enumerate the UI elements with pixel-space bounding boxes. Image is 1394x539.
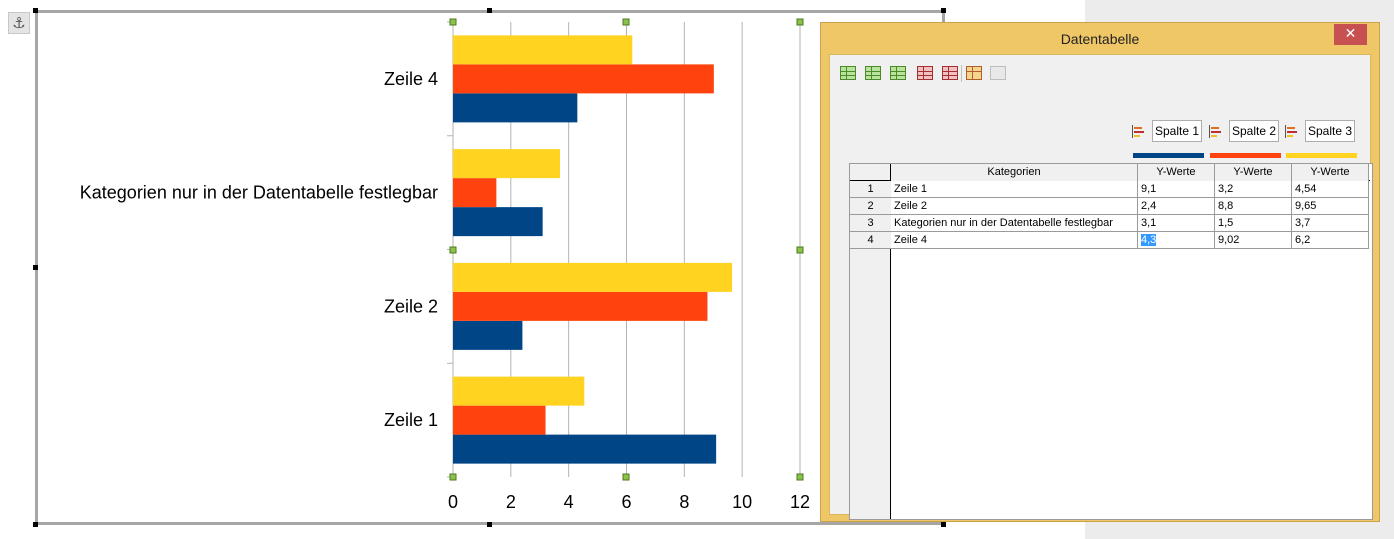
bar-1-2 <box>453 320 523 350</box>
bar-3-2 <box>453 262 733 292</box>
column-header[interactable]: Kategorien <box>891 164 1138 181</box>
plot-area-handle[interactable] <box>449 18 457 26</box>
value-cell[interactable]: 4,3 <box>1138 232 1215 249</box>
move-row-down-icon[interactable] <box>990 66 1006 80</box>
delete-series-icon[interactable] <box>942 66 958 80</box>
value-cell[interactable]: 9,65 <box>1292 198 1369 215</box>
data-table-dialog: Datentabelle ✕ Spalte 1 Spalte 2 Spalte 3 … <box>820 22 1380 522</box>
value-cell[interactable]: 6,2 <box>1292 232 1369 249</box>
series-color-bar <box>1133 153 1204 158</box>
row-number[interactable]: 2 <box>850 198 891 215</box>
category-cell[interactable]: Zeile 2 <box>891 198 1138 215</box>
series-color-bar <box>1210 153 1281 158</box>
category-cell[interactable]: Zeile 4 <box>891 232 1138 249</box>
bar-1-3 <box>453 207 543 237</box>
plot-area-handle[interactable] <box>622 18 630 26</box>
x-tick-label: 6 <box>621 492 631 512</box>
category-label: Zeile 2 <box>384 296 438 316</box>
value-cell[interactable]: 1,5 <box>1215 215 1292 232</box>
selection-handle-bm[interactable] <box>487 522 492 527</box>
bar-2-1 <box>453 405 546 435</box>
value-cell[interactable]: 9,1 <box>1138 181 1215 198</box>
bar-2-3 <box>453 178 497 208</box>
selection-handle-ml[interactable] <box>33 265 38 270</box>
selection-handle-bl[interactable] <box>33 522 38 527</box>
value-cell[interactable]: 3,7 <box>1292 215 1369 232</box>
plot-area-handle[interactable] <box>796 473 804 481</box>
dialog-body: Spalte 1 Spalte 2 Spalte 3 Kategorien Y-Wer… <box>829 54 1373 520</box>
x-tick-label: 8 <box>679 492 689 512</box>
series-name-field[interactable]: Spalte 3 <box>1305 120 1355 142</box>
plot-area-handle[interactable] <box>449 473 457 481</box>
column-header[interactable]: Y-Werte <box>1138 164 1215 181</box>
category-label: Kategorien nur in der Datentabelle festl… <box>80 183 438 203</box>
bar-2-2 <box>453 291 708 321</box>
category-label: Zeile 4 <box>384 69 438 89</box>
value-cell[interactable]: 8,8 <box>1215 198 1292 215</box>
selection-handle-tm[interactable] <box>487 8 492 13</box>
value-cell[interactable]: 9,02 <box>1215 232 1292 249</box>
plot-area-handle[interactable] <box>796 246 804 254</box>
toolbar-separator <box>961 65 962 82</box>
selection-handle-tr[interactable] <box>941 8 946 13</box>
dialog-title: Datentabelle <box>1060 31 1140 47</box>
plot-area-handle[interactable] <box>622 473 630 481</box>
bar-1-4 <box>453 93 578 123</box>
series-icon <box>1132 125 1145 138</box>
column-header[interactable]: Y-Werte <box>1292 164 1369 181</box>
series-name-field[interactable]: Spalte 2 <box>1229 120 1279 142</box>
value-cell[interactable]: 3,1 <box>1138 215 1215 232</box>
x-tick-label: 10 <box>732 492 752 512</box>
bar-2-4 <box>453 64 714 94</box>
series-name-field[interactable]: Spalte 1 <box>1152 120 1202 142</box>
x-tick-label: 2 <box>506 492 516 512</box>
category-label: Zeile 1 <box>384 410 438 430</box>
x-tick-label: 4 <box>564 492 574 512</box>
bar-3-4 <box>453 35 633 65</box>
value-cell[interactable]: 4,54 <box>1292 181 1369 198</box>
value-cell[interactable]: 2,4 <box>1138 198 1215 215</box>
move-series-right-icon[interactable] <box>966 66 982 80</box>
bar-3-1 <box>453 376 585 406</box>
plot-area-handle[interactable] <box>796 18 804 26</box>
series-icon <box>1285 125 1298 138</box>
bar-1-1 <box>453 434 717 464</box>
category-cell[interactable]: Kategorien nur in der Datentabelle festl… <box>891 215 1138 232</box>
x-tick-label: 12 <box>790 492 810 512</box>
anchor-icon[interactable]: ⚓ <box>8 12 30 34</box>
series-icon <box>1209 125 1222 138</box>
insert-text-column-icon[interactable] <box>890 66 906 80</box>
category-cell[interactable]: Zeile 1 <box>891 181 1138 198</box>
value-cell[interactable]: 3,2 <box>1215 181 1292 198</box>
delete-row-icon[interactable] <box>917 66 933 80</box>
column-header[interactable]: Y-Werte <box>1215 164 1292 181</box>
row-number[interactable]: 4 <box>850 232 891 249</box>
row-number[interactable]: 1 <box>850 181 891 198</box>
selection-handle-tl[interactable] <box>33 8 38 13</box>
x-tick-label: 0 <box>448 492 458 512</box>
row-number[interactable]: 3 <box>850 215 891 232</box>
bar-3-3 <box>453 149 560 179</box>
insert-row-icon[interactable] <box>840 66 856 80</box>
close-button[interactable]: ✕ <box>1334 24 1367 45</box>
series-color-bar <box>1286 153 1357 158</box>
selection-handle-br[interactable] <box>941 522 946 527</box>
plot-area-handle[interactable] <box>449 246 457 254</box>
insert-series-icon[interactable] <box>865 66 881 80</box>
selected-cell-text[interactable]: 4,3 <box>1141 234 1157 246</box>
